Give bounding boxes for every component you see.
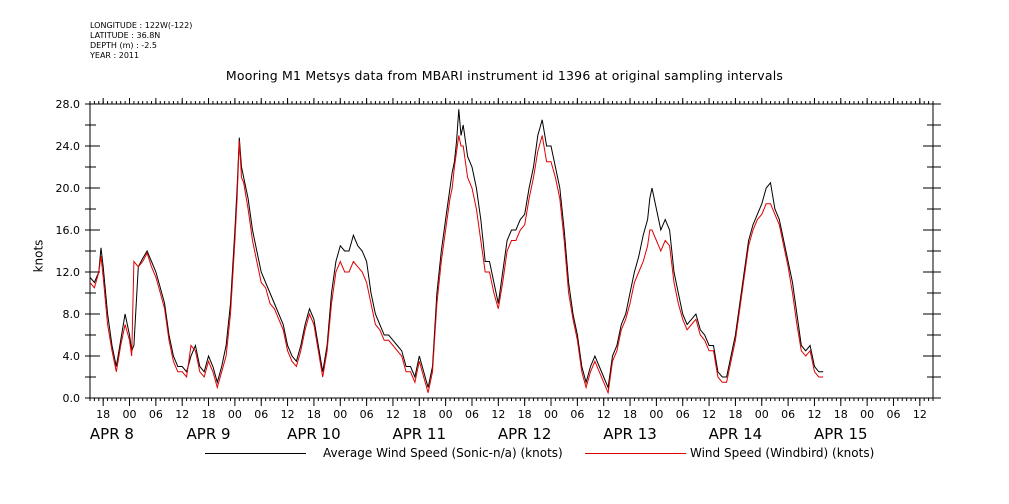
x-day-label: APR 11 bbox=[393, 425, 447, 443]
latitude-text: LATITUDE : 36.8N bbox=[90, 31, 161, 40]
x-day-label: APR 14 bbox=[709, 425, 763, 443]
x-tick-label: 06 bbox=[149, 408, 163, 421]
legend-line-windbird bbox=[585, 453, 686, 454]
x-tick-label: 18 bbox=[96, 408, 110, 421]
x-tick-label: 12 bbox=[807, 408, 821, 421]
x-tick-label: 18 bbox=[202, 408, 216, 421]
x-tick-label: 12 bbox=[386, 408, 400, 421]
x-tick-label: 18 bbox=[307, 408, 321, 421]
x-tick-label: 06 bbox=[886, 408, 900, 421]
x-tick-label: 18 bbox=[834, 408, 848, 421]
metadata-block: LONGITUDE : 122W(-122) LATITUDE : 36.8N … bbox=[90, 21, 192, 61]
x-day-label: APR 10 bbox=[287, 425, 341, 443]
x-day-label: APR 9 bbox=[187, 425, 231, 443]
y-tick-label: 28.0 bbox=[56, 98, 81, 111]
x-tick-label: 18 bbox=[518, 408, 532, 421]
x-tick-label: 00 bbox=[333, 408, 347, 421]
x-tick-label: 06 bbox=[570, 408, 584, 421]
x-tick-label: 00 bbox=[544, 408, 558, 421]
x-tick-label: 00 bbox=[228, 408, 242, 421]
legend-label-sonic: Average Wind Speed (Sonic-n/a) (knots) bbox=[323, 446, 563, 460]
x-tick-label: 12 bbox=[491, 408, 505, 421]
x-tick-label: 18 bbox=[623, 408, 637, 421]
series-line-windbird bbox=[89, 135, 824, 395]
y-tick-label: 24.0 bbox=[56, 140, 81, 153]
chart-title: Mooring M1 Metsys data from MBARI instru… bbox=[225, 68, 784, 83]
x-tick-label: 18 bbox=[728, 408, 742, 421]
x-tick-label: 12 bbox=[175, 408, 189, 421]
x-day-label: APR 13 bbox=[603, 425, 657, 443]
x-tick-label: 12 bbox=[913, 408, 927, 421]
x-tick-label: 06 bbox=[254, 408, 268, 421]
x-tick-label: 12 bbox=[702, 408, 716, 421]
x-tick-label: 00 bbox=[439, 408, 453, 421]
y-tick-label: 4.0 bbox=[63, 350, 81, 363]
x-tick-label: 06 bbox=[676, 408, 690, 421]
x-tick-label: 00 bbox=[123, 408, 137, 421]
depth-text: DEPTH (m) : -2.5 bbox=[90, 41, 157, 50]
y-tick-label: 0.0 bbox=[63, 392, 81, 405]
x-tick-label: 00 bbox=[755, 408, 769, 421]
x-tick-label: 12 bbox=[597, 408, 611, 421]
x-tick-label: 00 bbox=[860, 408, 874, 421]
plot-frame bbox=[89, 103, 934, 399]
x-day-label: APR 12 bbox=[498, 425, 552, 443]
year-text: YEAR : 2011 bbox=[90, 51, 140, 60]
series-line-sonic bbox=[89, 109, 824, 390]
x-tick-label: 06 bbox=[465, 408, 479, 421]
y-tick-label: 8.0 bbox=[63, 308, 81, 321]
y-tick-label: 16.0 bbox=[56, 224, 81, 237]
x-day-label: APR 8 bbox=[90, 425, 134, 443]
y-tick-label: 12.0 bbox=[56, 266, 81, 279]
legend-line-sonic bbox=[205, 453, 306, 454]
x-tick-label: 00 bbox=[649, 408, 663, 421]
x-tick-label: 18 bbox=[412, 408, 426, 421]
x-tick-label: 12 bbox=[281, 408, 295, 421]
x-day-label: APR 15 bbox=[814, 425, 868, 443]
legend-label-windbird: Wind Speed (Windbird) (knots) bbox=[690, 446, 875, 460]
longitude-text: LONGITUDE : 122W(-122) bbox=[90, 21, 193, 30]
x-tick-label: 06 bbox=[360, 408, 374, 421]
y-tick-label: 20.0 bbox=[56, 182, 81, 195]
x-tick-label: 06 bbox=[781, 408, 795, 421]
